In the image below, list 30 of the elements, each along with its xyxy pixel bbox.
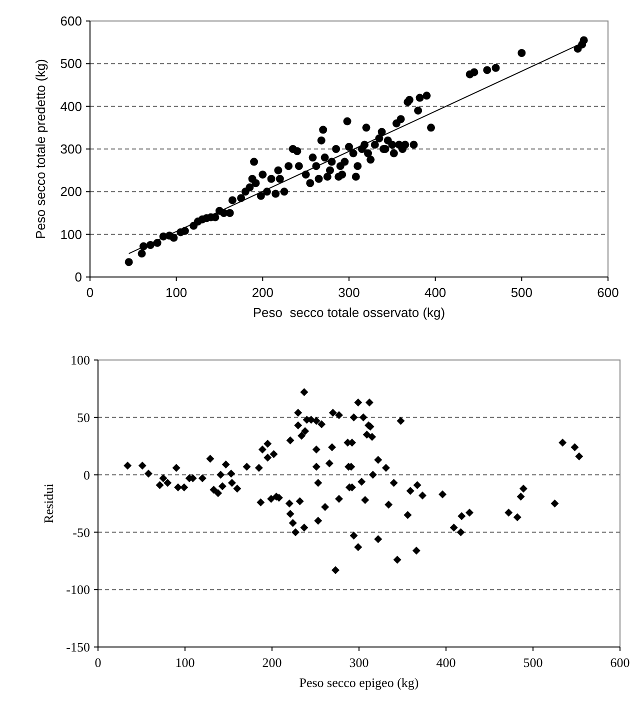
- y-tick-label: 600: [60, 14, 82, 29]
- y-tick-label: 50: [77, 410, 90, 425]
- x-tick-label: 400: [436, 655, 456, 670]
- x-tick-label: 600: [597, 285, 619, 300]
- x-tick-label: 500: [510, 285, 533, 300]
- y-tick-label: 300: [60, 142, 82, 157]
- y-tick-label: -150: [66, 640, 90, 655]
- y-tick-label: 500: [60, 56, 82, 72]
- y-tick-label: 200: [60, 184, 82, 200]
- y-tick-label: -100: [66, 582, 90, 598]
- x-tick-label: 600: [610, 655, 630, 670]
- x-tick-label: 200: [262, 655, 282, 670]
- x-tick-label: 300: [349, 655, 369, 670]
- y-tick-label: 100: [70, 352, 90, 368]
- x-tick-label: 400: [424, 285, 446, 300]
- x-tick-label: 500: [523, 655, 543, 670]
- y-tick-label: -50: [72, 524, 90, 540]
- y-tick-label: 0: [74, 270, 82, 285]
- y-tick-label: 400: [60, 98, 82, 114]
- x-axis-title: Peso secco totale osservato (kg): [252, 305, 446, 320]
- x-axis-title: Peso secco epigeo (kg): [299, 675, 419, 690]
- x-tick-label: 100: [165, 285, 188, 300]
- x-tick-label: 100: [175, 655, 195, 670]
- x-tick-label: 0: [94, 655, 102, 670]
- x-tick-label: 300: [338, 285, 360, 300]
- y-axis-title: Peso secco totale predetto (kg): [33, 59, 48, 239]
- y-axis-title: Residui: [41, 483, 56, 524]
- y-tick-label: 100: [60, 226, 82, 242]
- y-tick-label: 0: [84, 467, 90, 482]
- x-tick-label: 200: [252, 285, 274, 300]
